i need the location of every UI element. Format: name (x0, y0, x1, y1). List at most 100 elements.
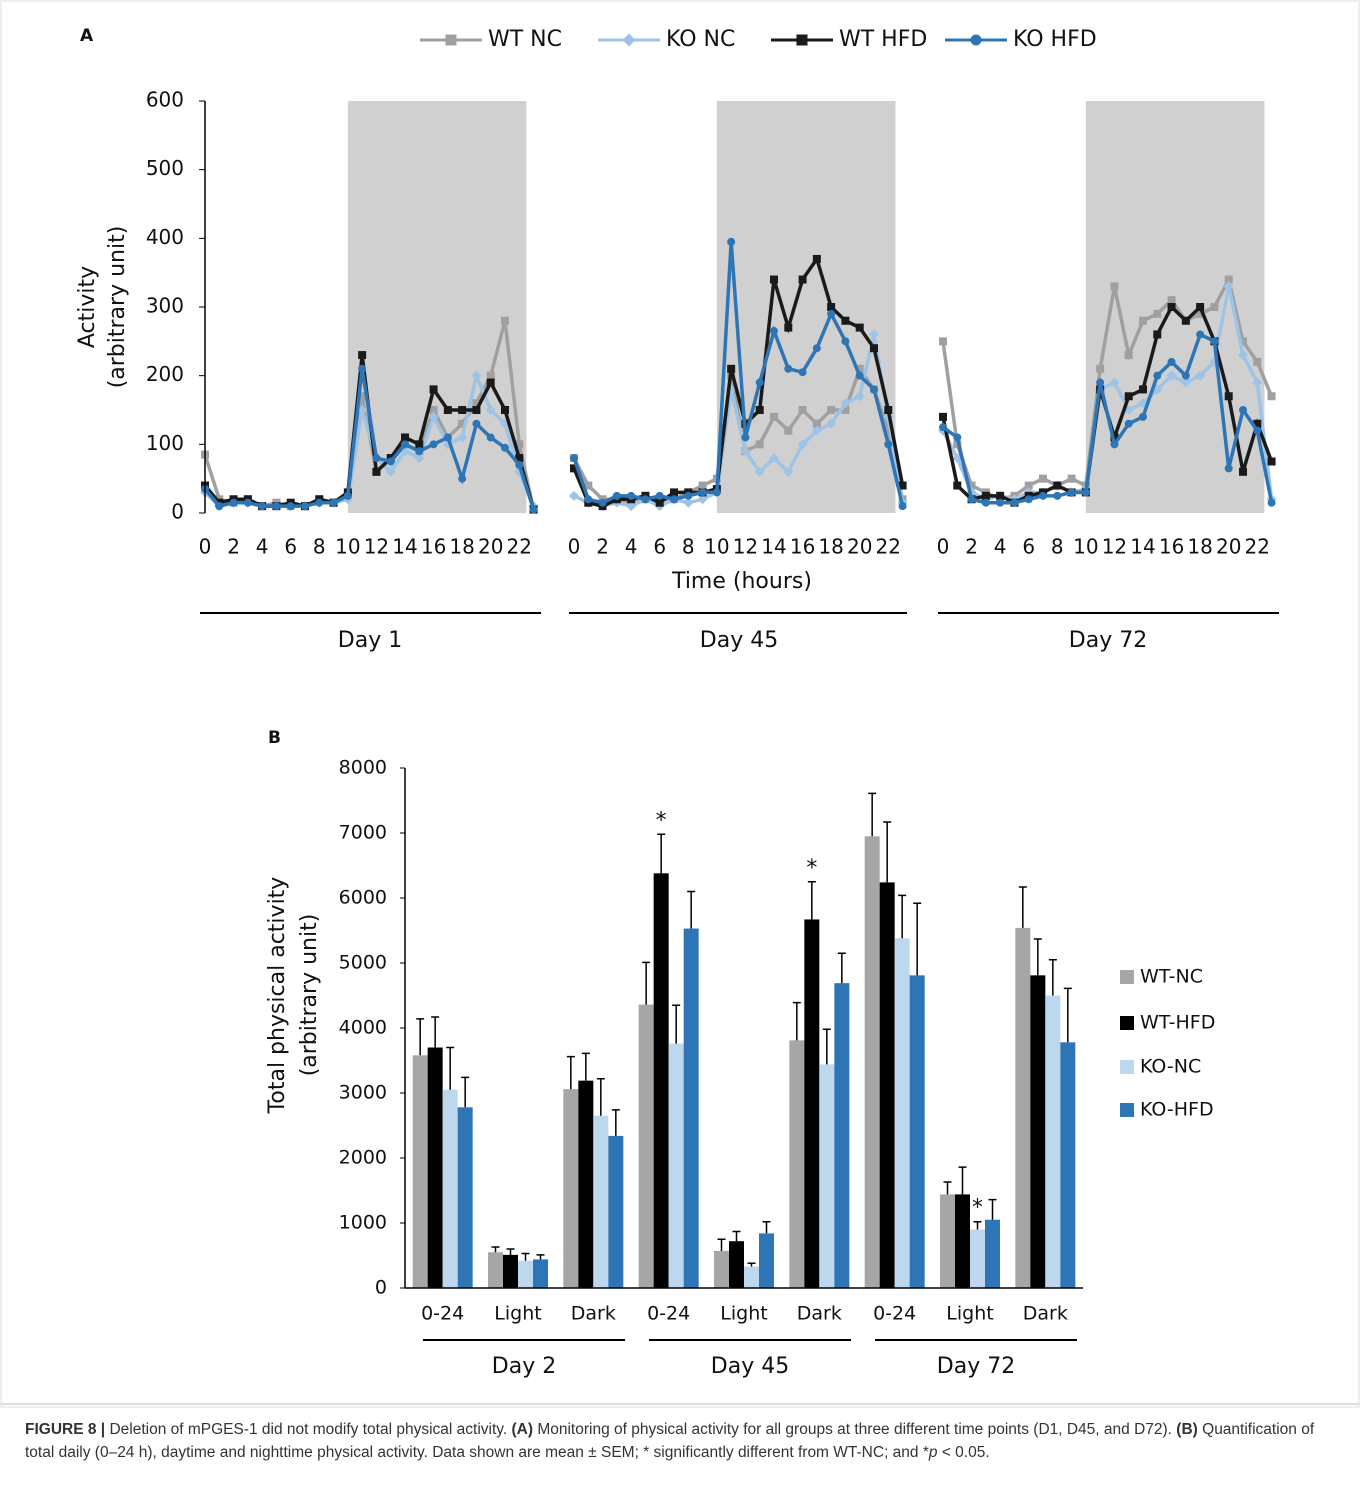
bar (578, 1080, 594, 1288)
legend-label: WT HFD (839, 27, 927, 52)
marker (939, 412, 947, 421)
marker (458, 406, 467, 414)
y-tick-label: 6000 (339, 887, 387, 909)
x-tick-label: 8 (1051, 535, 1064, 559)
error-bar (446, 1046, 455, 1090)
marker (1166, 370, 1177, 381)
significance-mark: * (806, 856, 817, 881)
caption-text: (B) (1176, 1421, 1198, 1438)
marker (385, 466, 396, 477)
error-bar (672, 1004, 681, 1044)
x-tick-label: 8 (682, 535, 695, 559)
marker (1238, 350, 1248, 361)
caption-text: Monitoring of physical activity for all … (533, 1421, 1177, 1438)
marker (967, 481, 976, 490)
y-axis-title-line: Activity (75, 266, 100, 348)
x-tick-label: 0-24 (647, 1303, 690, 1325)
bar (864, 836, 880, 1288)
legend-label: KO HFD (1013, 27, 1097, 52)
marker (1196, 303, 1205, 311)
marker (243, 498, 252, 507)
marker (1210, 337, 1219, 346)
error-bar (596, 1077, 605, 1116)
caption-text: < 0.05. (937, 1444, 990, 1461)
marker (996, 498, 1005, 507)
x-tick-label: 20 (847, 535, 872, 559)
bar (1015, 927, 1031, 1288)
x-tick-label: Light (494, 1303, 541, 1325)
marker (372, 454, 381, 463)
bar (1030, 975, 1046, 1288)
caption: FIGURE 8 | Deletion of mPGES-1 did not m… (25, 1418, 1330, 1464)
marker (953, 433, 962, 442)
marker (386, 457, 395, 466)
marker (1153, 309, 1162, 318)
marker (1096, 378, 1105, 387)
marker (429, 385, 438, 394)
bar (714, 1250, 729, 1288)
marker (683, 497, 694, 508)
x-tick-label: 2 (596, 535, 609, 559)
group-label: Day 72 (937, 1354, 1015, 1379)
y-tick-label: 100 (146, 431, 184, 455)
error-bar (521, 1252, 530, 1261)
error-bar (762, 1220, 771, 1234)
y-tick-label: 1000 (339, 1212, 387, 1234)
legend-swatch (1120, 1103, 1134, 1117)
error-bar (747, 1262, 756, 1267)
marker (1195, 370, 1206, 381)
y-axis-title-line: (arbitrary unit) (105, 226, 130, 389)
x-tick-label: 14 (392, 535, 417, 559)
error-bar (807, 881, 816, 920)
y-tick-label: 7000 (339, 822, 387, 844)
marker (727, 364, 736, 373)
marker (570, 454, 578, 463)
legend-marker (796, 34, 808, 46)
x-tick-label: 2 (227, 535, 240, 559)
marker (1223, 281, 1234, 292)
marker (429, 440, 438, 449)
marker (840, 398, 851, 409)
x-tick-label: Dark (571, 1303, 616, 1325)
x-tick-label: 14 (761, 535, 786, 559)
marker (884, 426, 893, 435)
marker (798, 406, 807, 414)
error-bar (431, 1016, 440, 1048)
marker (358, 351, 367, 360)
day-label: Day 1 (338, 628, 402, 653)
error-bar (461, 1076, 470, 1108)
legend-label: WT-HFD (1140, 1012, 1215, 1034)
marker (841, 316, 850, 325)
marker (329, 498, 338, 507)
marker (798, 275, 807, 284)
marker (884, 440, 893, 449)
marker (670, 488, 678, 497)
bar (427, 1047, 443, 1288)
bar (729, 1241, 744, 1288)
marker (1224, 464, 1233, 473)
marker (811, 425, 822, 436)
caption-text: p (928, 1444, 938, 1461)
marker (501, 406, 509, 414)
marker (1110, 440, 1119, 449)
marker (457, 432, 468, 443)
bar (1060, 1042, 1076, 1288)
marker (1196, 309, 1205, 318)
marker (486, 378, 495, 387)
x-tick-label: 0 (199, 535, 212, 559)
marker (415, 440, 424, 449)
marker (697, 494, 708, 505)
marker (286, 502, 295, 511)
marker (798, 368, 807, 377)
marker (486, 433, 495, 442)
marker (428, 411, 439, 422)
marker (755, 378, 764, 387)
error-bar (1063, 987, 1072, 1043)
marker (855, 323, 864, 332)
marker (485, 405, 496, 415)
marker (315, 498, 324, 507)
frame (0, 0, 1360, 1408)
y-axis-title-line: (arbitrary unit) (297, 914, 322, 1077)
marker (1167, 296, 1176, 305)
